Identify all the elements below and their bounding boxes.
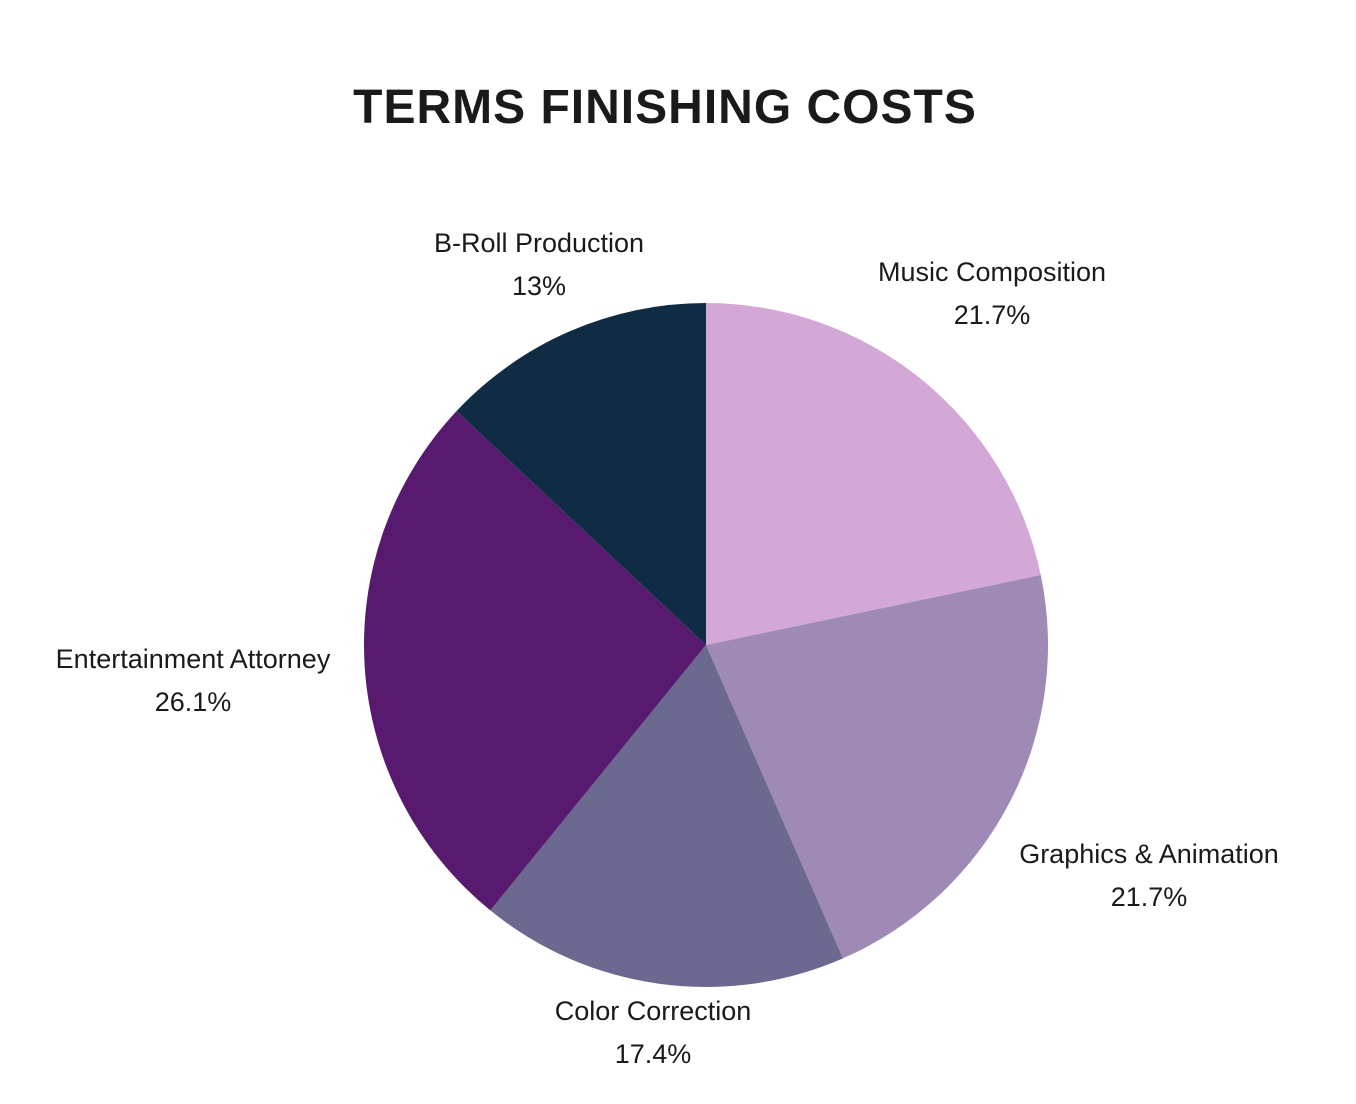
- slice-label-b-roll-production: B-Roll Production 13%: [434, 222, 644, 308]
- pie-slice-b-roll-production: [456, 303, 706, 645]
- slice-name: Graphics & Animation: [1019, 839, 1279, 869]
- slice-label-entertainment-attorney: Entertainment Attorney 26.1%: [56, 638, 331, 724]
- slice-percent: 21.7%: [953, 300, 1031, 330]
- slice-percent: 26.1%: [154, 687, 232, 717]
- slice-name: B-Roll Production: [433, 228, 645, 258]
- slice-label-color-correction: Color Correction 17.4%: [555, 990, 752, 1076]
- slice-percent: 21.7%: [1110, 882, 1188, 912]
- slice-name: Entertainment Attorney: [55, 644, 331, 674]
- chart-title: TERMS FINISHING COSTS: [353, 81, 977, 134]
- pie-slice-color-correction: [490, 645, 843, 988]
- pie-slice-entertainment-attorney: [364, 411, 706, 911]
- pie-slice-graphics-animation: [706, 575, 1048, 959]
- slice-label-graphics-animation: Graphics & Animation 21.7%: [1019, 833, 1279, 919]
- pie-slice-music-composition: [706, 303, 1041, 645]
- slice-percent: 13%: [511, 271, 567, 301]
- slice-name: Music Composition: [877, 257, 1107, 287]
- slice-label-music-composition: Music Composition 21.7%: [878, 251, 1106, 337]
- slice-percent: 17.4%: [614, 1039, 692, 1069]
- slice-name: Color Correction: [554, 996, 752, 1026]
